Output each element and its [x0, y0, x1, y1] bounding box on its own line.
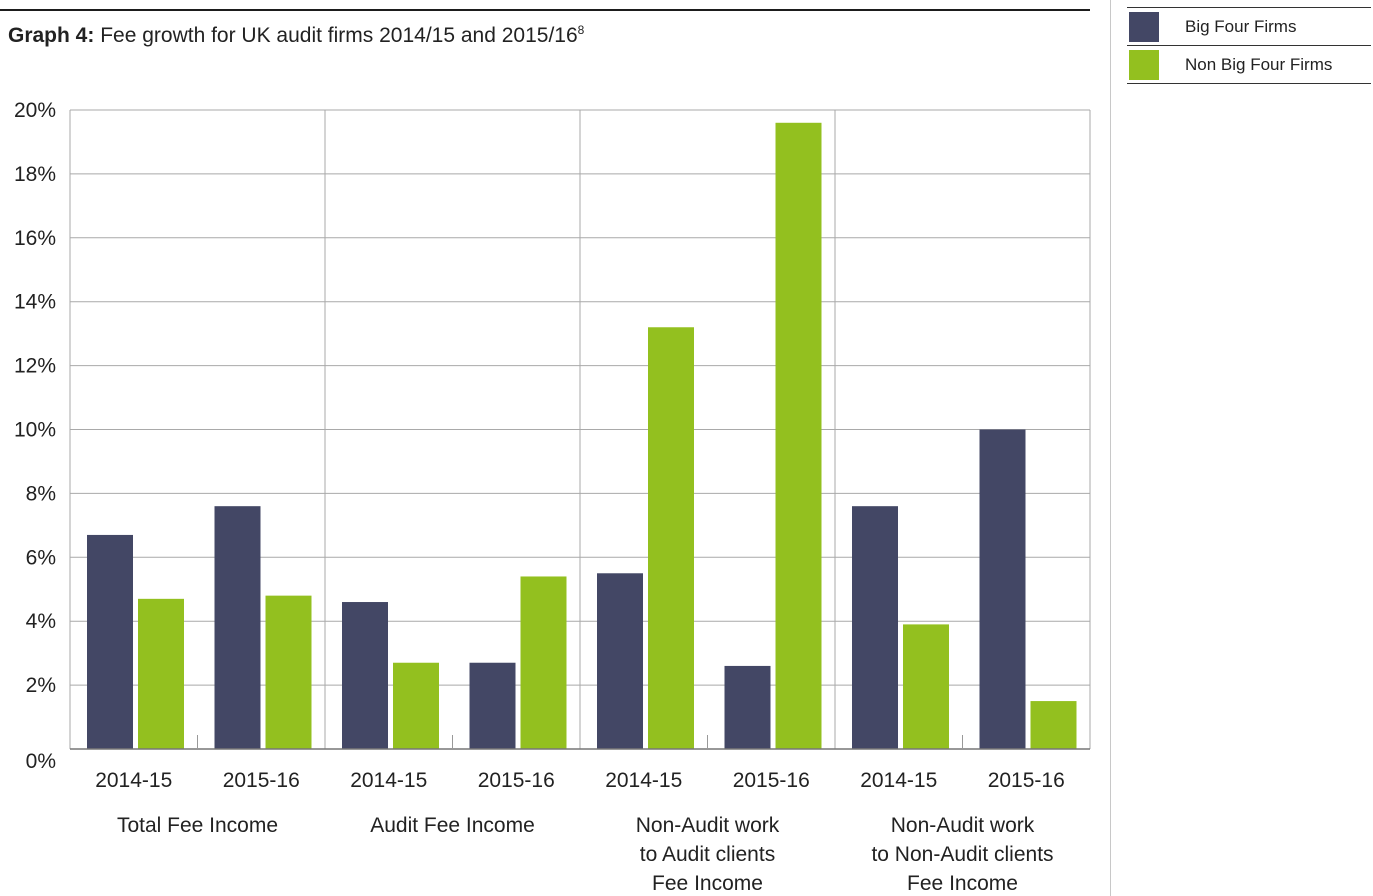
bar-non-big-four — [393, 662, 439, 749]
group-label: Audit Fee Income — [370, 814, 535, 837]
chart-title: Graph 4: Fee growth for UK audit firms 2… — [8, 24, 584, 48]
legend-item-big-four: Big Four Firms — [1127, 7, 1371, 46]
y-tick-label: 18% — [14, 163, 56, 186]
legend-item-non-big-four: Non Big Four Firms — [1127, 46, 1371, 84]
x-tick-label: 2014-15 — [95, 769, 172, 792]
bar-big-four — [87, 534, 133, 749]
legend-swatch-big-four — [1129, 11, 1159, 42]
chart-title-prefix: Graph 4: — [8, 24, 95, 47]
y-tick-label: 4% — [26, 610, 56, 633]
bar-non-big-four — [1030, 701, 1077, 749]
group-label: Non-Audit work — [891, 814, 1035, 837]
legend-swatch-non-big-four — [1129, 49, 1159, 80]
y-tick-label: 10% — [14, 419, 56, 442]
group-label: Non-Audit work — [636, 814, 780, 837]
bar-non-big-four — [138, 598, 184, 749]
x-tick-label: 2014-15 — [860, 769, 937, 792]
x-tick-label: 2015-16 — [988, 769, 1065, 792]
bar-big-four — [342, 602, 388, 749]
top-rule — [0, 9, 1090, 11]
x-tick-label: 2014-15 — [350, 769, 427, 792]
group-label: to Audit clients — [640, 843, 775, 866]
y-tick-label: 12% — [14, 355, 56, 378]
legend: Big Four Firms Non Big Four Firms — [1127, 7, 1371, 84]
y-tick-label: 8% — [26, 482, 56, 505]
x-tick-label: 2015-16 — [478, 769, 555, 792]
bar-big-four — [979, 429, 1026, 749]
bar-big-four — [597, 573, 643, 749]
x-tick-label: 2014-15 — [605, 769, 682, 792]
y-tick-label: 16% — [14, 227, 56, 250]
group-label: Total Fee Income — [117, 814, 278, 837]
bar-non-big-four — [265, 595, 312, 749]
x-tick-label: 2015-16 — [733, 769, 810, 792]
bar-big-four — [214, 506, 261, 749]
y-tick-label: 6% — [26, 546, 56, 569]
group-label: Fee Income — [652, 872, 763, 895]
bar-big-four — [852, 506, 898, 749]
bar-big-four — [724, 665, 771, 749]
group-label: Fee Income — [907, 872, 1018, 895]
y-tick-label: 14% — [14, 291, 56, 314]
bar-non-big-four — [648, 327, 694, 749]
bar-non-big-four — [775, 122, 822, 749]
legend-label-big-four: Big Four Firms — [1185, 16, 1297, 36]
y-tick-label: 2% — [26, 674, 56, 697]
group-label: to Non-Audit clients — [871, 843, 1053, 866]
bar-big-four — [469, 662, 516, 749]
chart-title-text: Fee growth for UK audit firms 2014/15 an… — [94, 24, 578, 47]
legend-label-non-big-four: Non Big Four Firms — [1185, 54, 1333, 74]
y-tick-label: 20% — [14, 99, 56, 122]
bar-chart: 0% 2% 4% 6% 8% 10% 12% 14% 16% 18% 20% 2014-15 2015-… — [14, 99, 1091, 895]
bar-non-big-four — [520, 576, 567, 749]
bar-non-big-four — [903, 624, 949, 749]
chart-title-footnote: 8 — [577, 23, 585, 37]
legend-divider — [1110, 0, 1111, 896]
x-tick-label: 2015-16 — [223, 769, 300, 792]
y-tick-label: 0% — [26, 750, 56, 773]
